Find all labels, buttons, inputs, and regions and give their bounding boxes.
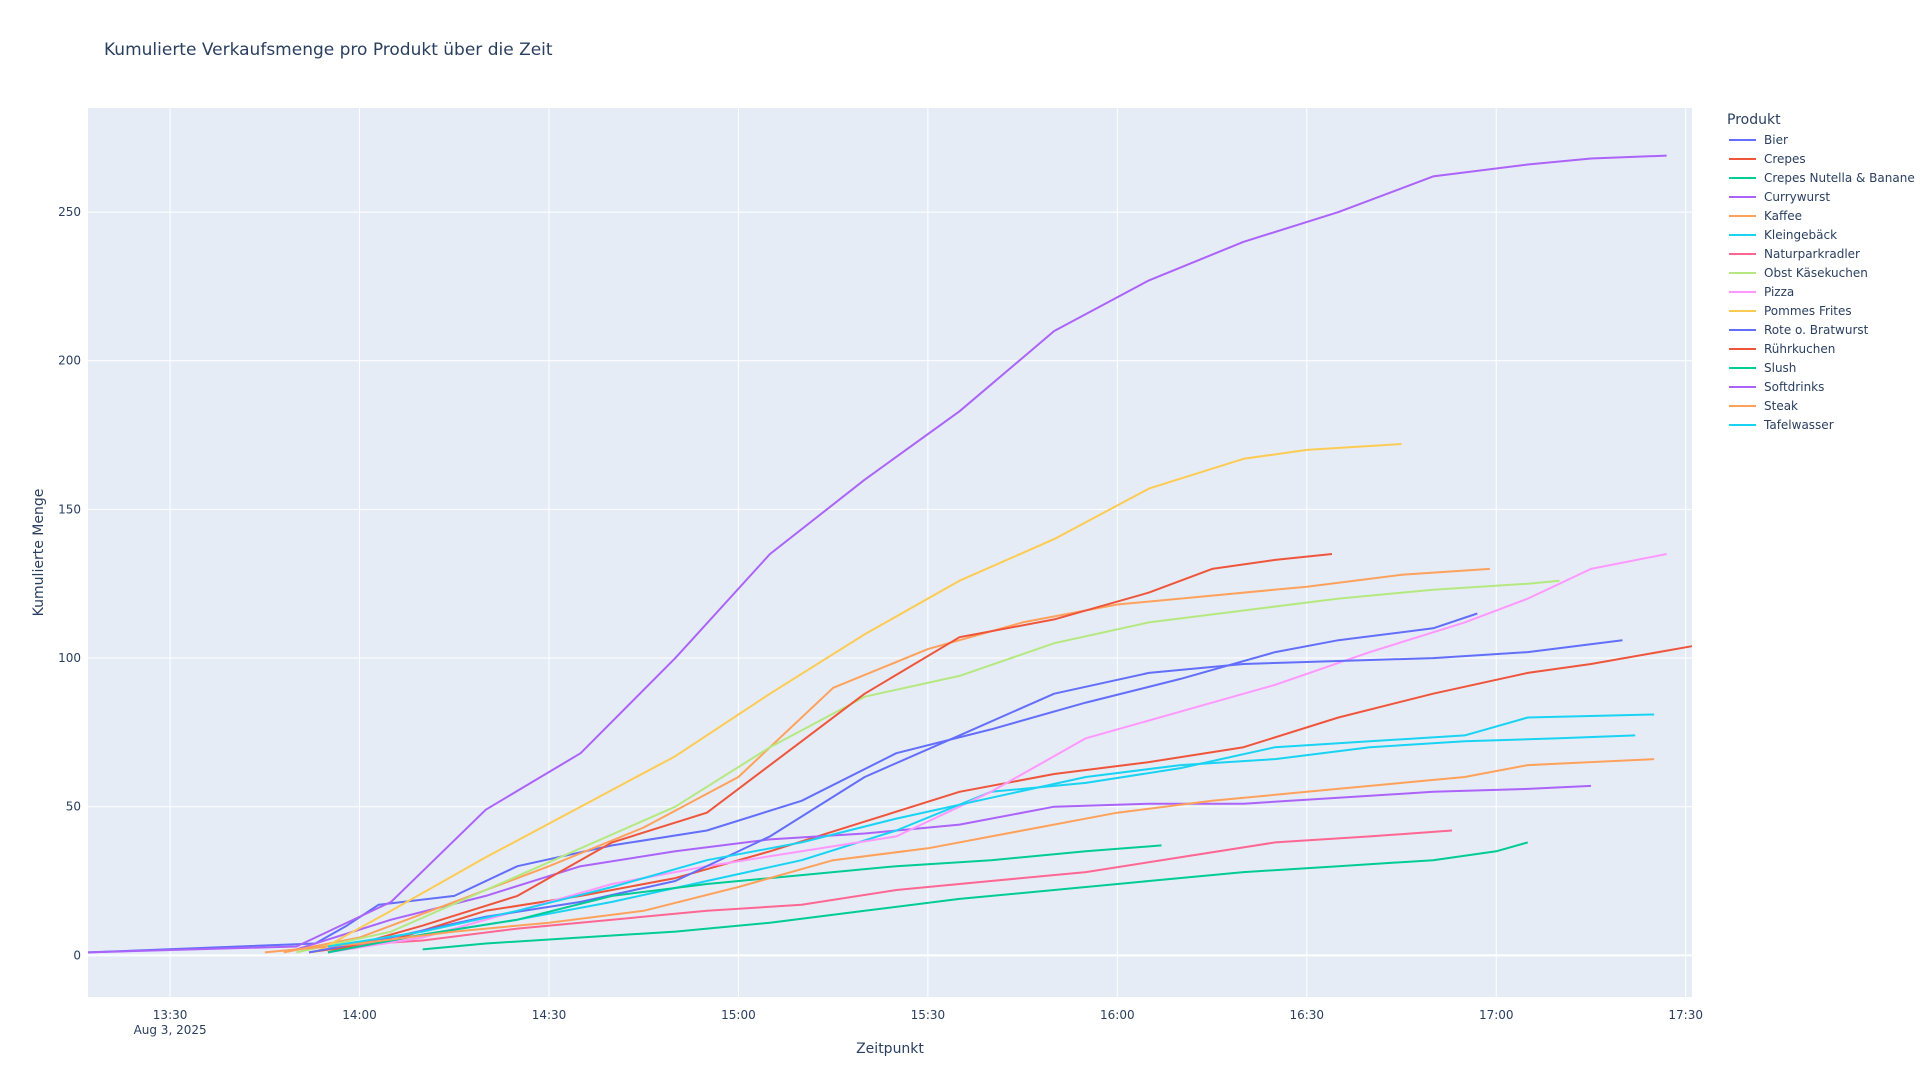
legend-title: Produkt — [1727, 112, 1781, 128]
legend-item[interactable]: Steak — [1727, 396, 1915, 415]
legend-swatch — [1729, 385, 1756, 388]
legend-label: Crepes Nutella & Banane — [1764, 170, 1915, 185]
chart-title: Kumulierte Verkaufsmenge pro Produkt übe… — [104, 40, 553, 60]
x-tick-label: 14:30 — [532, 1008, 567, 1022]
plot-area — [88, 108, 1692, 997]
y-tick-label: 150 — [58, 502, 81, 516]
y-tick-label: 200 — [58, 354, 81, 368]
legend-item[interactable]: Rührkuchen — [1727, 339, 1915, 358]
legend-label: Kleingebäck — [1764, 227, 1838, 242]
y-tick-label: 250 — [58, 205, 81, 219]
legend-label: Rote o. Bratwurst — [1764, 322, 1869, 337]
legend-swatch — [1729, 366, 1756, 369]
series-line — [264, 758, 1655, 954]
legend-item[interactable]: Tafelwasser — [1727, 415, 1915, 434]
legend-items: Bier Crepes Crepes Nutella & Banane Currywu… — [1727, 130, 1915, 434]
series-lines — [87, 154, 1693, 954]
x-tick-label: 16:00 — [1100, 1008, 1135, 1022]
legend-swatch — [1729, 157, 1756, 160]
legend-swatch — [1729, 404, 1756, 407]
legend-swatch — [1729, 347, 1756, 350]
legend-label: Pizza — [1764, 284, 1795, 299]
x-tick-label: 15:30 — [911, 1008, 946, 1022]
x-gridlines — [169, 108, 1687, 997]
legend-label: Obst Käsekuchen — [1764, 265, 1868, 280]
legend-swatch — [1729, 214, 1756, 217]
series-line — [327, 734, 1636, 948]
legend-label: Slush — [1764, 360, 1797, 375]
x-tick-label: 14:00 — [342, 1008, 377, 1022]
series-line — [327, 829, 1453, 948]
series-line — [422, 841, 1529, 951]
legend-item[interactable]: Crepes Nutella & Banane — [1727, 168, 1915, 187]
legend-label: Rührkuchen — [1764, 341, 1836, 356]
legend-label: Currywurst — [1764, 189, 1831, 204]
legend-item[interactable]: Slush — [1727, 358, 1915, 377]
legend-label: Crepes — [1764, 151, 1806, 166]
x-tick-label: 17:00 — [1479, 1008, 1514, 1022]
x-axis-date-label: Aug 3, 2025 — [134, 1023, 207, 1037]
legend-swatch — [1729, 271, 1756, 274]
legend-swatch — [1729, 233, 1756, 236]
legend-swatch — [1729, 290, 1756, 293]
legend-label: Naturparkradler — [1764, 246, 1860, 261]
y-tick-label: 100 — [58, 651, 81, 665]
series-line — [296, 579, 1560, 954]
legend-swatch — [1729, 423, 1756, 426]
legend-swatch — [1729, 309, 1756, 312]
legend-item[interactable]: Pommes Frites — [1727, 301, 1915, 320]
legend: Produkt Bier Crepes Crepes Nutella & Banan… — [1727, 112, 1915, 434]
series-line — [327, 553, 1333, 954]
series-line — [327, 553, 1667, 954]
legend-swatch — [1729, 252, 1756, 255]
legend-item[interactable]: Kaffee — [1727, 206, 1915, 225]
x-tick-label: 16:30 — [1289, 1008, 1324, 1022]
x-tick-labels: 13:30 14:00 14:30 15:00 15:30 16:00 16:30 17:00… — [153, 1008, 1703, 1022]
y-tick-label: 50 — [66, 800, 81, 814]
legend-item[interactable]: Crepes — [1727, 149, 1915, 168]
legend-label: Softdrinks — [1764, 379, 1825, 394]
legend-swatch — [1729, 176, 1756, 179]
series-line — [296, 784, 1592, 951]
x-tick-label: 17:30 — [1668, 1008, 1703, 1022]
legend-item[interactable]: Rote o. Bratwurst — [1727, 320, 1915, 339]
legend-swatch — [1729, 328, 1756, 331]
legend-swatch — [1729, 138, 1756, 141]
legend-item[interactable]: Naturparkradler — [1727, 244, 1915, 263]
x-tick-label: 15:00 — [721, 1008, 756, 1022]
y-tick-label: 0 — [73, 948, 81, 962]
x-tick-label: 13:30 — [153, 1008, 188, 1022]
legend-label: Pommes Frites — [1764, 303, 1852, 318]
y-tick-labels: 0 50 100 150 200 250 — [58, 205, 81, 962]
legend-item[interactable]: Bier — [1727, 130, 1915, 149]
legend-item[interactable]: Pizza — [1727, 282, 1915, 301]
legend-label: Tafelwasser — [1764, 417, 1834, 432]
x-axis-title: Zeitpunkt — [856, 1041, 924, 1057]
series-line — [87, 154, 1667, 954]
series-line — [314, 443, 1402, 954]
series-line — [327, 844, 1162, 954]
y-gridlines — [88, 211, 1692, 957]
legend-item[interactable]: Softdrinks — [1727, 377, 1915, 396]
legend-label: Steak — [1764, 398, 1799, 413]
legend-label: Kaffee — [1764, 208, 1803, 223]
legend-label: Bier — [1764, 132, 1788, 147]
y-axis-title: Kumulierte Menge — [31, 489, 47, 617]
legend-item[interactable]: Currywurst — [1727, 187, 1915, 206]
legend-item[interactable]: Obst Käsekuchen — [1727, 263, 1915, 282]
legend-swatch — [1729, 195, 1756, 198]
legend-item[interactable]: Kleingebäck — [1727, 225, 1915, 244]
